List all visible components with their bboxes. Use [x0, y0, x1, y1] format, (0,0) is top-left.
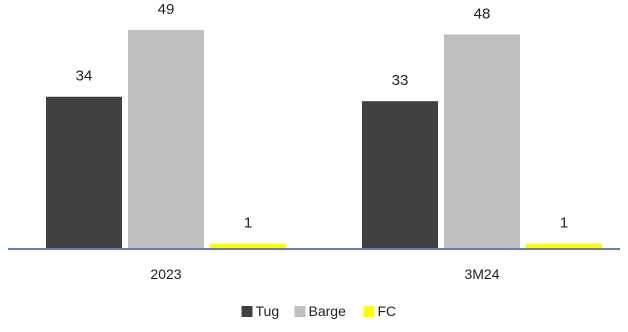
legend-swatch-tug — [241, 306, 253, 317]
legend-swatch-fc — [363, 306, 375, 317]
legend-label-barge: Barge — [309, 303, 347, 319]
bar-tug-2023 — [46, 96, 122, 248]
legend-label-tug: Tug — [256, 303, 280, 319]
category-label-3m24: 3M24 — [464, 266, 499, 282]
bar-fc-2023 — [210, 243, 286, 248]
bar-barge-3m24 — [444, 34, 520, 249]
value-label-fc-2023: 1 — [244, 215, 252, 232]
legend-label-fc: FC — [378, 303, 397, 319]
bars-group — [46, 30, 602, 249]
bar-fc-3m24 — [526, 243, 602, 248]
value-label-fc-3m24: 1 — [560, 215, 568, 232]
value-label-tug-2023: 34 — [76, 68, 93, 85]
legend-swatch-barge — [294, 306, 306, 317]
value-label-barge-2023: 49 — [158, 1, 175, 18]
value-label-tug-3m24: 33 — [392, 72, 409, 89]
category-labels-group: 2023 3M24 — [150, 266, 499, 282]
legend: Tug Barge FC — [241, 303, 397, 319]
value-label-barge-3m24: 48 — [474, 5, 491, 22]
bar-barge-2023 — [128, 30, 204, 248]
category-label-2023: 2023 — [150, 266, 181, 282]
value-labels-group: 34 49 1 33 48 1 — [76, 1, 569, 232]
bar-tug-3m24 — [362, 101, 438, 248]
